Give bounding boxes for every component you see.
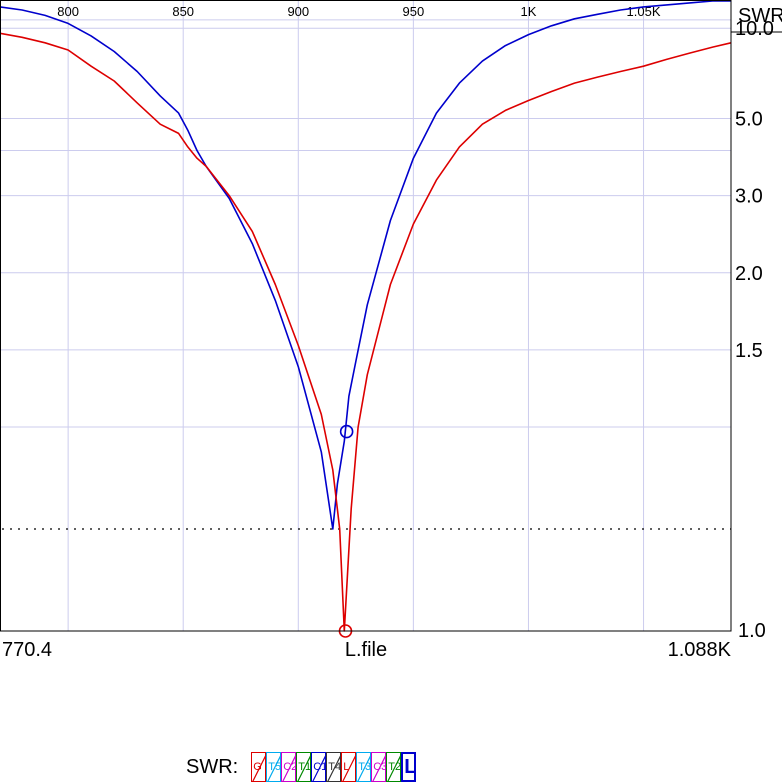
legend-item[interactable]: L <box>341 752 357 782</box>
legend-item-label: C2 <box>283 761 297 773</box>
legend-swatch <box>387 755 401 781</box>
x-tick-label: 1K <box>521 4 537 19</box>
legend-swatch <box>342 755 356 781</box>
legend-item-label: C3 <box>373 761 387 773</box>
legend-item-label: C1 <box>313 761 327 773</box>
y-tick-label: 10.0 <box>735 18 774 40</box>
legend-item[interactable]: T1 <box>296 752 312 782</box>
legend-swatch <box>282 755 296 781</box>
legend-item-label: L <box>343 761 350 773</box>
center-label[interactable]: L.file <box>345 639 387 661</box>
legend-swatch <box>252 755 266 781</box>
x-start-label: 770.4 <box>2 639 52 661</box>
series-line-0 <box>0 0 731 530</box>
legend-item-label: G <box>253 761 262 773</box>
legend-item[interactable]: G <box>251 752 267 782</box>
legend-swatch <box>372 755 386 781</box>
legend-item[interactable]: T3 <box>356 752 372 782</box>
grid <box>0 0 731 632</box>
legend-label: SWR: <box>186 755 239 778</box>
x-tick-label: 850 <box>172 4 194 19</box>
legend-swatch <box>357 755 371 781</box>
legend-item[interactable]: C2 <box>281 752 297 782</box>
series-group <box>0 0 732 632</box>
legend-item[interactable]: T4 <box>326 752 342 782</box>
y-axis-title: SWR <box>738 5 782 27</box>
legend-swatch <box>267 755 281 781</box>
y-tick-label: 5.0 <box>735 108 763 130</box>
legend: SWR: G T5 C2 T1 C1 T4 L T3 C3 T2 L <box>186 752 417 782</box>
legend-item[interactable]: C3 <box>371 752 387 782</box>
legend-items: G T5 C2 T1 C1 T4 L T3 C3 T2 L <box>251 752 417 782</box>
legend-item[interactable]: T2 <box>386 752 402 782</box>
legend-item-label: T2 <box>388 761 402 773</box>
y-tick-label: 1.5 <box>735 340 763 362</box>
legend-item-label: T5 <box>268 761 282 773</box>
marker-0 <box>339 424 354 439</box>
x-tick-label: 800 <box>57 4 79 19</box>
legend-swatch <box>327 755 341 781</box>
legend-item[interactable]: L <box>401 752 417 782</box>
x-end-label: 1.088K <box>668 639 732 661</box>
plot-frame <box>0 0 732 632</box>
x-tick-label: 950 <box>403 4 425 19</box>
legend-item-label: T4 <box>328 761 342 773</box>
y-tick-label: 2.0 <box>735 263 763 285</box>
legend-swatch <box>297 755 311 781</box>
legend-item-label: T1 <box>298 761 312 773</box>
legend-swatch <box>312 755 326 781</box>
legend-item-label: T3 <box>358 761 372 773</box>
legend-item[interactable]: T5 <box>266 752 282 782</box>
y-tick-label: 3.0 <box>735 186 763 208</box>
legend-item[interactable]: C1 <box>311 752 327 782</box>
series-line-1 <box>0 32 732 632</box>
legend-item-label: L <box>404 756 417 778</box>
y-tick-label: 1.0 <box>738 620 766 642</box>
x-tick-label: 900 <box>287 4 309 19</box>
